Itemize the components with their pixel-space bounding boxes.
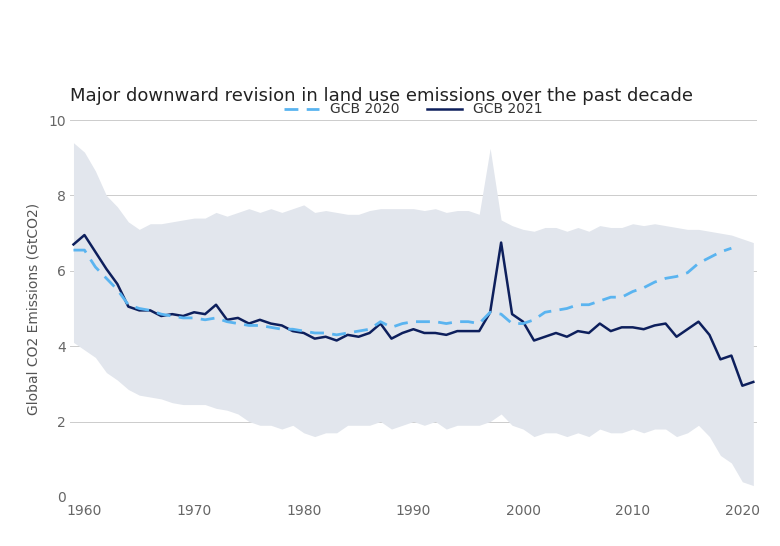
Text: Major downward revision in land use emissions over the past decade: Major downward revision in land use emis… [70,87,693,105]
Legend: GCB 2020, GCB 2021: GCB 2020, GCB 2021 [278,97,548,122]
Y-axis label: Global CO2 Emissions (GtCO2): Global CO2 Emissions (GtCO2) [26,203,40,414]
